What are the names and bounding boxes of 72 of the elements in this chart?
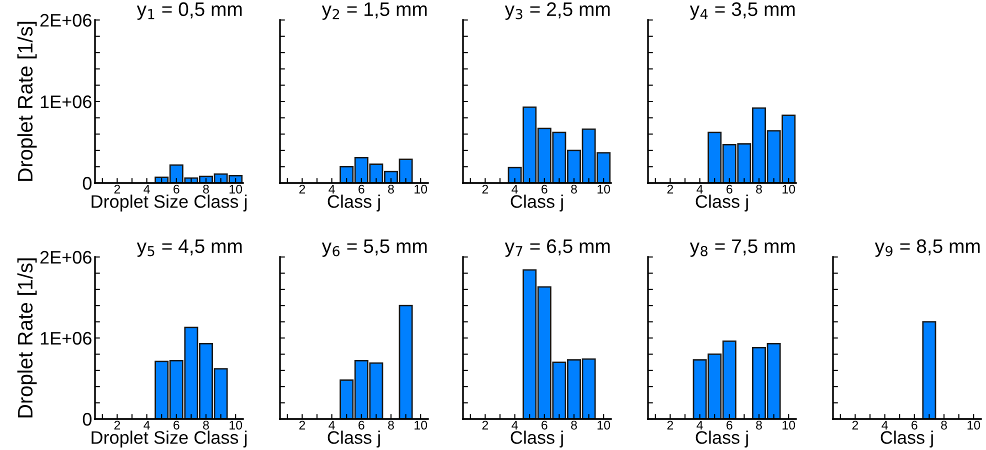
x-tick-label: 10 bbox=[414, 184, 428, 194]
x-tick-label: 10 bbox=[968, 420, 980, 430]
y-axis-title: Droplet Rate [1/s] bbox=[17, 258, 37, 418]
y-tick-label: 0 bbox=[82, 176, 92, 190]
x-tick-label: 2 bbox=[667, 184, 674, 194]
chart-title: y$_{3}$ = 2,5 mm bbox=[504, 2, 610, 20]
x-axis-title: Class j bbox=[328, 194, 380, 212]
chart-title: y$_{7}$ = 6,5 mm bbox=[504, 239, 610, 257]
chart-title: y$_{2}$ = 1,5 mm bbox=[322, 2, 427, 20]
x-tick-label: 2 bbox=[482, 184, 488, 194]
x-tick-label: 8 bbox=[203, 420, 209, 430]
x-axis-title: Droplet Size Class j bbox=[92, 430, 247, 448]
x-tick-label: 4 bbox=[696, 420, 703, 430]
x-tick-label: 10 bbox=[782, 184, 796, 194]
x-tick-label: 8 bbox=[571, 420, 577, 430]
x-axis-title: Class j bbox=[510, 430, 563, 448]
x-tick-label: 10 bbox=[230, 420, 242, 430]
x-axis-title: Class j bbox=[696, 430, 748, 448]
x-tick-label: 4 bbox=[328, 420, 335, 430]
x-tick-label: 4 bbox=[696, 184, 703, 194]
x-tick-label: 6 bbox=[726, 184, 732, 194]
x-tick-label: 10 bbox=[230, 184, 242, 194]
x-tick-label: 10 bbox=[782, 420, 796, 430]
x-tick-label: 2 bbox=[114, 420, 120, 430]
x-tick-label: 8 bbox=[388, 184, 394, 194]
chart-title: y$_{6}$ = 5,5 mm bbox=[322, 240, 427, 257]
x-axis-title: Droplet Size Class j bbox=[92, 194, 247, 212]
chart-title: y$_{4}$ = 3,5 mm bbox=[690, 2, 795, 20]
x-tick-label: 4 bbox=[882, 420, 888, 430]
chart-title: y$_{8}$ = 7,5 mm bbox=[690, 240, 795, 257]
x-axis-title: Class j bbox=[510, 194, 563, 212]
x-tick-label: 10 bbox=[414, 420, 428, 430]
x-tick-label: 6 bbox=[174, 420, 180, 430]
x-tick-label: 6 bbox=[358, 420, 364, 430]
x-tick-label: 2 bbox=[299, 184, 306, 194]
x-tick-label: 8 bbox=[941, 420, 947, 430]
x-tick-label: 2 bbox=[667, 420, 674, 430]
bar bbox=[398, 304, 413, 419]
y-tick-label: 1E+06 bbox=[40, 95, 92, 108]
x-axis-title: Class j bbox=[880, 430, 933, 448]
chart-title: y$_{9}$ = 8,5 mm bbox=[874, 239, 980, 257]
y-axis-title: Droplet Rate [1/s] bbox=[17, 22, 37, 181]
x-tick-label: 4 bbox=[512, 420, 518, 430]
x-tick-label: 2 bbox=[482, 420, 488, 430]
x-axis-title: Class j bbox=[328, 430, 380, 448]
x-tick-label: 6 bbox=[542, 420, 548, 430]
x-tick-label: 8 bbox=[571, 184, 577, 194]
x-tick-label: 8 bbox=[203, 184, 209, 194]
y-tick-label: 2E+06 bbox=[40, 250, 92, 264]
x-tick-label: 8 bbox=[756, 420, 762, 430]
x-tick-label: 6 bbox=[912, 420, 918, 430]
x-tick-label: 10 bbox=[598, 420, 610, 430]
x-tick-label: 4 bbox=[144, 184, 150, 194]
x-tick-label: 2 bbox=[299, 420, 306, 430]
x-tick-label: 6 bbox=[542, 184, 548, 194]
chart-title: y$_{1}$ = 0,5 mm bbox=[136, 2, 242, 20]
x-axis-title: Class j bbox=[696, 194, 748, 212]
x-tick-label: 2 bbox=[852, 420, 858, 430]
x-tick-label: 2 bbox=[114, 184, 120, 194]
x-tick-label: 4 bbox=[144, 420, 150, 430]
y-tick-label: 2E+06 bbox=[40, 14, 92, 27]
x-tick-label: 8 bbox=[388, 420, 394, 430]
x-tick-label: 10 bbox=[598, 184, 610, 194]
x-tick-label: 8 bbox=[756, 184, 762, 194]
x-tick-label: 6 bbox=[174, 184, 180, 194]
y-tick-label: 1E+06 bbox=[40, 332, 92, 345]
y-tick-label: 0 bbox=[82, 412, 92, 426]
x-tick-label: 4 bbox=[328, 184, 335, 194]
x-tick-label: 4 bbox=[512, 184, 518, 194]
chart-title: y$_{5}$ = 4,5 mm bbox=[136, 240, 242, 257]
x-tick-label: 6 bbox=[726, 420, 732, 430]
x-tick-label: 6 bbox=[358, 184, 364, 194]
